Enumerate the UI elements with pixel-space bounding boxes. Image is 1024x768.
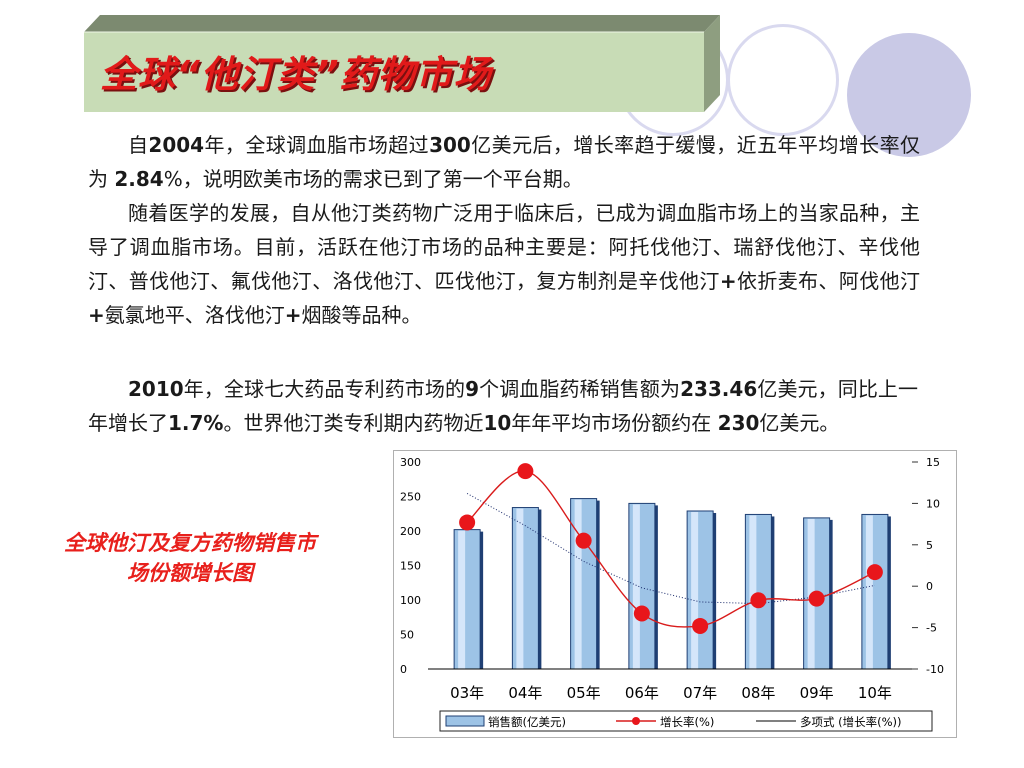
y-left-tick-label: 50	[400, 629, 414, 642]
bar-sales	[570, 498, 598, 670]
bar-highlight	[516, 508, 524, 669]
x-category-label: 09年	[800, 684, 834, 702]
page-title: 全球“他汀类”药物市场	[100, 53, 492, 96]
text-run: 233.46	[680, 377, 758, 401]
x-category-label: 10年	[858, 684, 892, 702]
text-run: 亿美元。	[759, 411, 840, 435]
bar-highlight	[632, 504, 640, 669]
legend-swatch-marker	[632, 717, 640, 725]
legend-label-trend: 多项式 (增长率(%))	[800, 715, 902, 729]
text-run: +	[88, 303, 105, 327]
y-right-tick-label: 10	[926, 497, 940, 510]
growth-point	[517, 463, 534, 480]
text-run: 300	[429, 133, 471, 157]
growth-point	[459, 514, 476, 531]
text-run: 年年平均市场份额约在	[511, 411, 718, 435]
text-run: 自	[128, 133, 149, 157]
paragraph-market-growth: 自2004年，全球调血脂市场超过300亿美元后，增长率趋于缓慢，近五年平均增长率…	[88, 128, 920, 196]
chart-caption: 全球他汀及复方药物销售市场份额增长图	[64, 531, 316, 585]
text-run: 年，全球七大药品专利药市场的	[183, 377, 466, 401]
text-run: 随着医学的发展，自从他汀类药物广泛用于临床后，已成为调血脂市场上的当家品种，主导…	[88, 201, 920, 293]
bar-sales	[453, 529, 481, 670]
x-category-label: 08年	[741, 684, 775, 702]
paragraph-statin-varieties: 随着医学的发展，自从他汀类药物广泛用于临床后，已成为调血脂市场上的当家品种，主导…	[88, 196, 920, 332]
y-left-tick-label: 200	[400, 525, 421, 538]
text-run: +	[719, 269, 737, 293]
text-run: 230	[717, 411, 760, 435]
y-left-tick-label: 300	[400, 456, 421, 469]
y-right-tick-label: 15	[926, 456, 940, 469]
text-run: 2010	[128, 377, 184, 401]
series-trendline	[466, 493, 875, 605]
title-banner	[84, 15, 720, 112]
text-run: 9	[465, 377, 480, 401]
y-left-tick-label: 150	[400, 560, 421, 573]
x-category-label: 06年	[625, 684, 659, 702]
y-left-tick-label: 0	[400, 663, 407, 676]
text-run: 2004	[148, 133, 205, 157]
text-run: +	[284, 303, 302, 327]
growth-point	[750, 592, 767, 609]
bar-highlight	[458, 530, 466, 669]
bar-sales	[628, 502, 656, 670]
paragraph-2010-sales: 2010年，全球七大药品专利药市场的9个调血脂药稀销售额为233.46亿美元，同…	[88, 372, 918, 440]
decorative-circle	[847, 33, 971, 157]
legend-swatch-bar	[445, 715, 485, 727]
bar-highlight	[574, 499, 582, 669]
y-right-tick-label: -5	[926, 622, 937, 635]
x-category-label: 04年	[508, 684, 542, 702]
bar-sales	[861, 513, 889, 670]
y-right-tick-label: 0	[926, 580, 933, 593]
bar-highlight	[691, 511, 699, 669]
legend-label-growth: 增长率(%)	[660, 715, 714, 729]
sales-growth-chart: 300 250 200 150 100 50 0 15 10 5 0 -5 -10 03年 04年 05年 06…	[393, 450, 957, 738]
y-left-tick-label: 100	[400, 594, 421, 607]
growth-point	[692, 617, 709, 634]
text-run: 年，全球调血脂市场超过	[204, 133, 430, 157]
y-left-tick-label: 250	[400, 491, 421, 504]
x-category-label: 07年	[683, 684, 717, 702]
growth-point	[866, 564, 883, 581]
x-category-label: 05年	[567, 684, 601, 702]
bar-sales	[686, 510, 714, 670]
text-run: 个调血脂药稀销售额为	[479, 377, 681, 401]
bar-highlight	[749, 515, 757, 669]
text-run: 亿美元后，增长率趋于缓慢，近五年平均增长率仅为	[88, 133, 921, 191]
text-run: 2.84	[114, 167, 164, 191]
growth-point	[575, 532, 592, 549]
growth-point	[808, 590, 825, 607]
text-run: %，说明欧美市场的需求已到了第一个平台期。	[163, 167, 583, 191]
text-run: 10	[483, 411, 512, 435]
bar-sales	[511, 507, 539, 670]
text-run: 。世界他汀类专利期内药物近	[223, 411, 484, 435]
text-run: 氨氯地平、洛伐他汀	[104, 303, 285, 327]
text-run: 烟酸等品种。	[301, 303, 422, 327]
growth-point	[633, 605, 650, 622]
x-category-label: 03年	[450, 684, 484, 702]
decorative-circle	[727, 24, 839, 136]
y-right-tick-label: -10	[926, 663, 944, 676]
legend-box	[439, 710, 933, 732]
y-right-tick-label: 5	[926, 539, 933, 552]
bar-highlight	[865, 515, 873, 669]
text-run: 依折麦布、阿伐他汀	[736, 269, 921, 293]
bar-sales	[744, 513, 772, 670]
legend-label-sales: 销售额(亿美元)	[488, 715, 566, 729]
text-run: 1.7%	[168, 411, 224, 435]
text-run: 亿美元，同比上一年增长了	[88, 377, 919, 435]
